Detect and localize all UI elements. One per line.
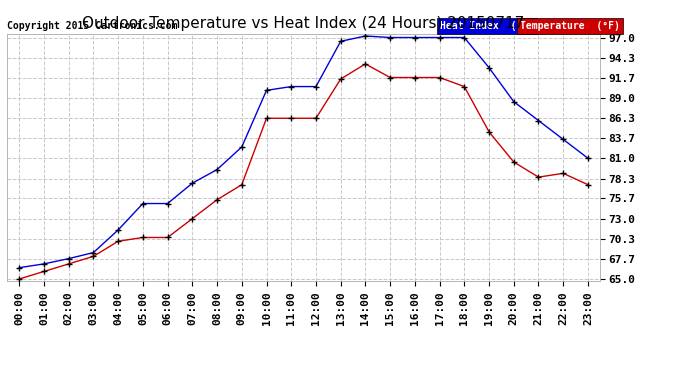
Text: Heat Index  (°F): Heat Index (°F) bbox=[440, 21, 534, 31]
Text: Temperature  (°F): Temperature (°F) bbox=[520, 21, 620, 31]
Title: Outdoor Temperature vs Heat Index (24 Hours) 20150717: Outdoor Temperature vs Heat Index (24 Ho… bbox=[83, 16, 524, 31]
Text: Copyright 2015 Cartronics.com: Copyright 2015 Cartronics.com bbox=[7, 21, 177, 31]
